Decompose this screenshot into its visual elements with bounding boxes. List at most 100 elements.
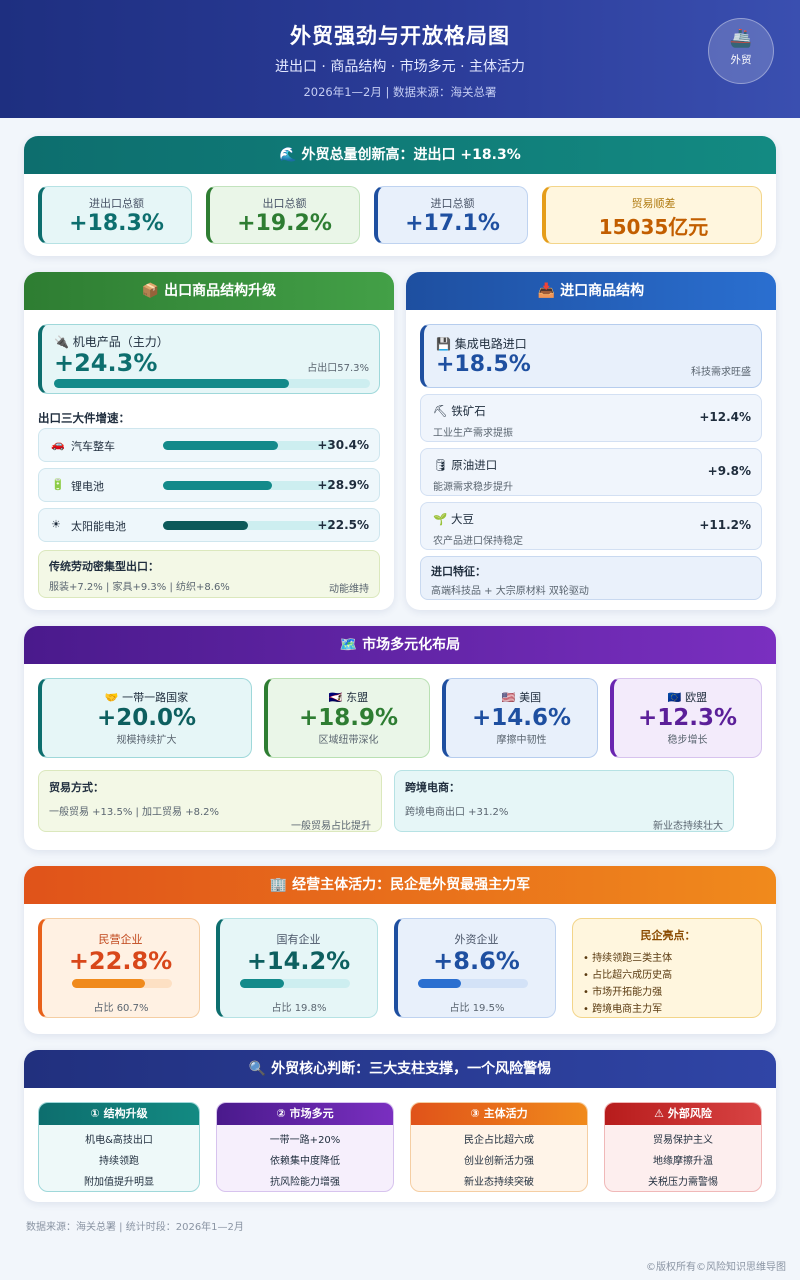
iron-sub: 工业生产需求提振	[433, 428, 513, 439]
import-main-value: +18.5%	[436, 352, 531, 377]
market-asean: 🇦🇸 东盟 +18.9% 区域纽带深化	[264, 678, 430, 758]
trade-surplus-label: 贸易顺差	[631, 197, 676, 210]
header-badge: 🚢 外贸	[708, 18, 774, 84]
state-label: 国有企业	[276, 933, 321, 946]
belt-road-sub: 规模持续扩大	[116, 735, 177, 746]
trade-mode-note: 一般贸易占比提升	[291, 821, 371, 832]
page-header: 外贸强劲与开放格局图 进出口 · 商品结构 · 市场多元 · 主体活力 2026…	[0, 0, 800, 118]
labor-box: 传统劳动密集型出口： 服装+7.2% | 家具+9.3% | 纺织+8.6% 动…	[38, 550, 380, 598]
import-feature-text: 高端科技品 + 大宗原材料 双轮驱动	[431, 586, 589, 597]
export-main-box: 🔌 机电产品（主力） +24.3% 占出口57.3%	[38, 324, 380, 394]
totals-card: 🌊 外贸总量创新高：进出口 +18.3% 进出口总额 +18.3% 出口总额 +…	[24, 136, 776, 256]
judge-market-head: ② 市场多元	[217, 1103, 393, 1125]
foreign-share: 占比 19.5%	[449, 1003, 505, 1014]
foreign-bar-track	[418, 979, 528, 988]
foreign-enterprise-box: 外资企业 +8.6% 占比 19.5%	[394, 918, 556, 1018]
export-main-value: +24.3%	[54, 349, 158, 377]
car-label: 汽车整车	[71, 440, 115, 453]
foreign-label: 外资企业	[454, 933, 499, 946]
soy-label: 🌱 大豆	[433, 512, 474, 526]
private-share: 占比 60.7%	[93, 1003, 149, 1014]
entity-card: 🏢 经营主体活力：民企是外贸最强主力军 民营企业 +22.8% 占比 60.7%…	[24, 866, 776, 1034]
entity-title: 🏢 经营主体活力：民企是外贸最强主力军	[24, 866, 776, 904]
eu-sub: 稳步增长	[667, 735, 708, 746]
import-main-note: 科技需求旺盛	[691, 367, 751, 378]
market-usa: 🇺🇸 美国 +14.6% 摩擦中韧性	[442, 678, 598, 758]
market-card: 🗺️ 市场多元化布局 🤝 一带一路国家 +20.0% 规模持续扩大 🇦🇸 东盟 …	[24, 626, 776, 850]
usa-value: +14.6%	[471, 705, 572, 731]
trade-mode-title: 贸易方式：	[49, 781, 104, 794]
private-value: +22.8%	[68, 947, 173, 975]
judge-entity-head: ③ 主体活力	[411, 1103, 587, 1125]
judge-structure-line-1: 机电&高技出口	[85, 1135, 153, 1146]
eu-value: +12.3%	[637, 705, 738, 731]
usa-sub: 摩擦中韧性	[496, 735, 547, 746]
judge-market: ② 市场多元 一带一路+20% 依赖集中度降低 抗风险能力增强	[216, 1102, 394, 1192]
import-main-label: 💾 集成电路进口	[436, 337, 527, 351]
soy-sub: 农产品进口保持稳定	[433, 536, 523, 547]
ship-icon: 🚢	[729, 28, 753, 49]
judge-risk-head: ⚠ 外部风险	[605, 1103, 761, 1125]
total-export-box: 出口总额 +19.2%	[206, 186, 360, 244]
iron-label: ⛏ 铁矿石	[433, 404, 486, 418]
export-title: 📦 出口商品结构升级	[24, 272, 394, 310]
judge-structure-head: ① 结构升级	[39, 1103, 199, 1125]
market-eu: 🇪🇺 欧盟 +12.3% 稳步增长	[610, 678, 762, 758]
highlight-4: • 跨境电商主力军	[583, 1004, 663, 1015]
highlight-1: • 持续领跑三类主体	[583, 953, 673, 964]
import-feature-box: 进口特征： 高端科技品 + 大宗原材料 双轮驱动	[420, 556, 762, 600]
export-item-battery: 🔋 锂电池 +28.9%	[38, 468, 380, 502]
battery-icon: 🔋	[51, 478, 65, 491]
private-highlights-box: 民企亮点： • 持续领跑三类主体 • 占比超六成历史高 • 市场开拓能力强 • …	[572, 918, 762, 1018]
asean-label: 🇦🇸 东盟	[328, 691, 369, 704]
oil-sub: 能源需求稳步提升	[433, 482, 513, 493]
usa-label: 🇺🇸 美国	[501, 691, 542, 704]
ecommerce-note: 新业态持续壮大	[653, 821, 723, 832]
private-enterprise-box: 民营企业 +22.8% 占比 60.7%	[38, 918, 200, 1018]
export-main-share: 占出口57.3%	[307, 363, 369, 374]
trade-mode-text: 一般贸易 +13.5% | 加工贸易 +8.2%	[49, 807, 220, 818]
total-import-label: 进口总额	[430, 197, 475, 210]
total-trade-label: 进出口总额	[89, 197, 144, 210]
solar-label: 太阳能电池	[71, 520, 126, 533]
state-share: 占比 19.8%	[271, 1003, 327, 1014]
state-bar	[240, 979, 284, 988]
export-item-car: 🚗 汽车整车 +30.4%	[38, 428, 380, 462]
page-title: 外贸强劲与开放格局图	[290, 24, 510, 48]
foreign-value: +8.6%	[433, 947, 520, 975]
state-value: +14.2%	[246, 947, 351, 975]
solar-value: +22.5%	[317, 518, 369, 532]
import-item-oil: 🛢 原油进口 能源需求稳步提升 +9.8%	[420, 448, 762, 496]
oil-label: 🛢 原油进口	[433, 458, 498, 472]
state-bar-track	[240, 979, 350, 988]
totals-title: 🌊 外贸总量创新高：进出口 +18.3%	[24, 136, 776, 174]
total-trade-box: 进出口总额 +18.3%	[38, 186, 192, 244]
battery-label: 锂电池	[71, 480, 104, 493]
solar-bar	[163, 521, 248, 530]
battery-value: +28.9%	[317, 478, 369, 492]
total-export-label: 出口总额	[262, 197, 307, 210]
ecommerce-box: 跨境电商： 跨境电商出口 +31.2% 新业态持续壮大	[394, 770, 734, 832]
export-item-solar: ☀ 太阳能电池 +22.5%	[38, 508, 380, 542]
badge-label: 外贸	[730, 54, 752, 66]
market-title: 🗺️ 市场多元化布局	[24, 626, 776, 664]
oil-value: +9.8%	[707, 464, 751, 478]
asean-value: +18.9%	[298, 705, 399, 731]
total-export-value: +19.2%	[237, 211, 332, 236]
total-import-value: +17.1%	[405, 211, 500, 236]
export-main-label: 🔌 机电产品（主力）	[54, 335, 169, 349]
total-trade-value: +18.3%	[69, 211, 164, 236]
judge-title: 🔍 外贸核心判断：三大支柱支撑，一个风险警惕	[24, 1050, 776, 1088]
car-icon: 🚗	[51, 438, 65, 451]
export-main-bar	[54, 379, 289, 388]
page-subtitle: 进出口 · 商品结构 · 市场多元 · 主体活力	[274, 59, 526, 75]
judge-structure-line-2: 持续领跑	[99, 1156, 139, 1167]
labor-title: 传统劳动密集型出口：	[49, 560, 159, 573]
foreign-bar	[418, 979, 461, 988]
export-three-title: 出口三大件增速：	[38, 411, 130, 425]
import-main-box: 💾 集成电路进口 +18.5% 科技需求旺盛	[420, 324, 762, 388]
market-belt-road: 🤝 一带一路国家 +20.0% 规模持续扩大	[38, 678, 252, 758]
highlight-3: • 市场开拓能力强	[583, 987, 663, 998]
car-value: +30.4%	[317, 438, 369, 452]
highlight-2: • 占比超六成历史高	[583, 970, 673, 981]
